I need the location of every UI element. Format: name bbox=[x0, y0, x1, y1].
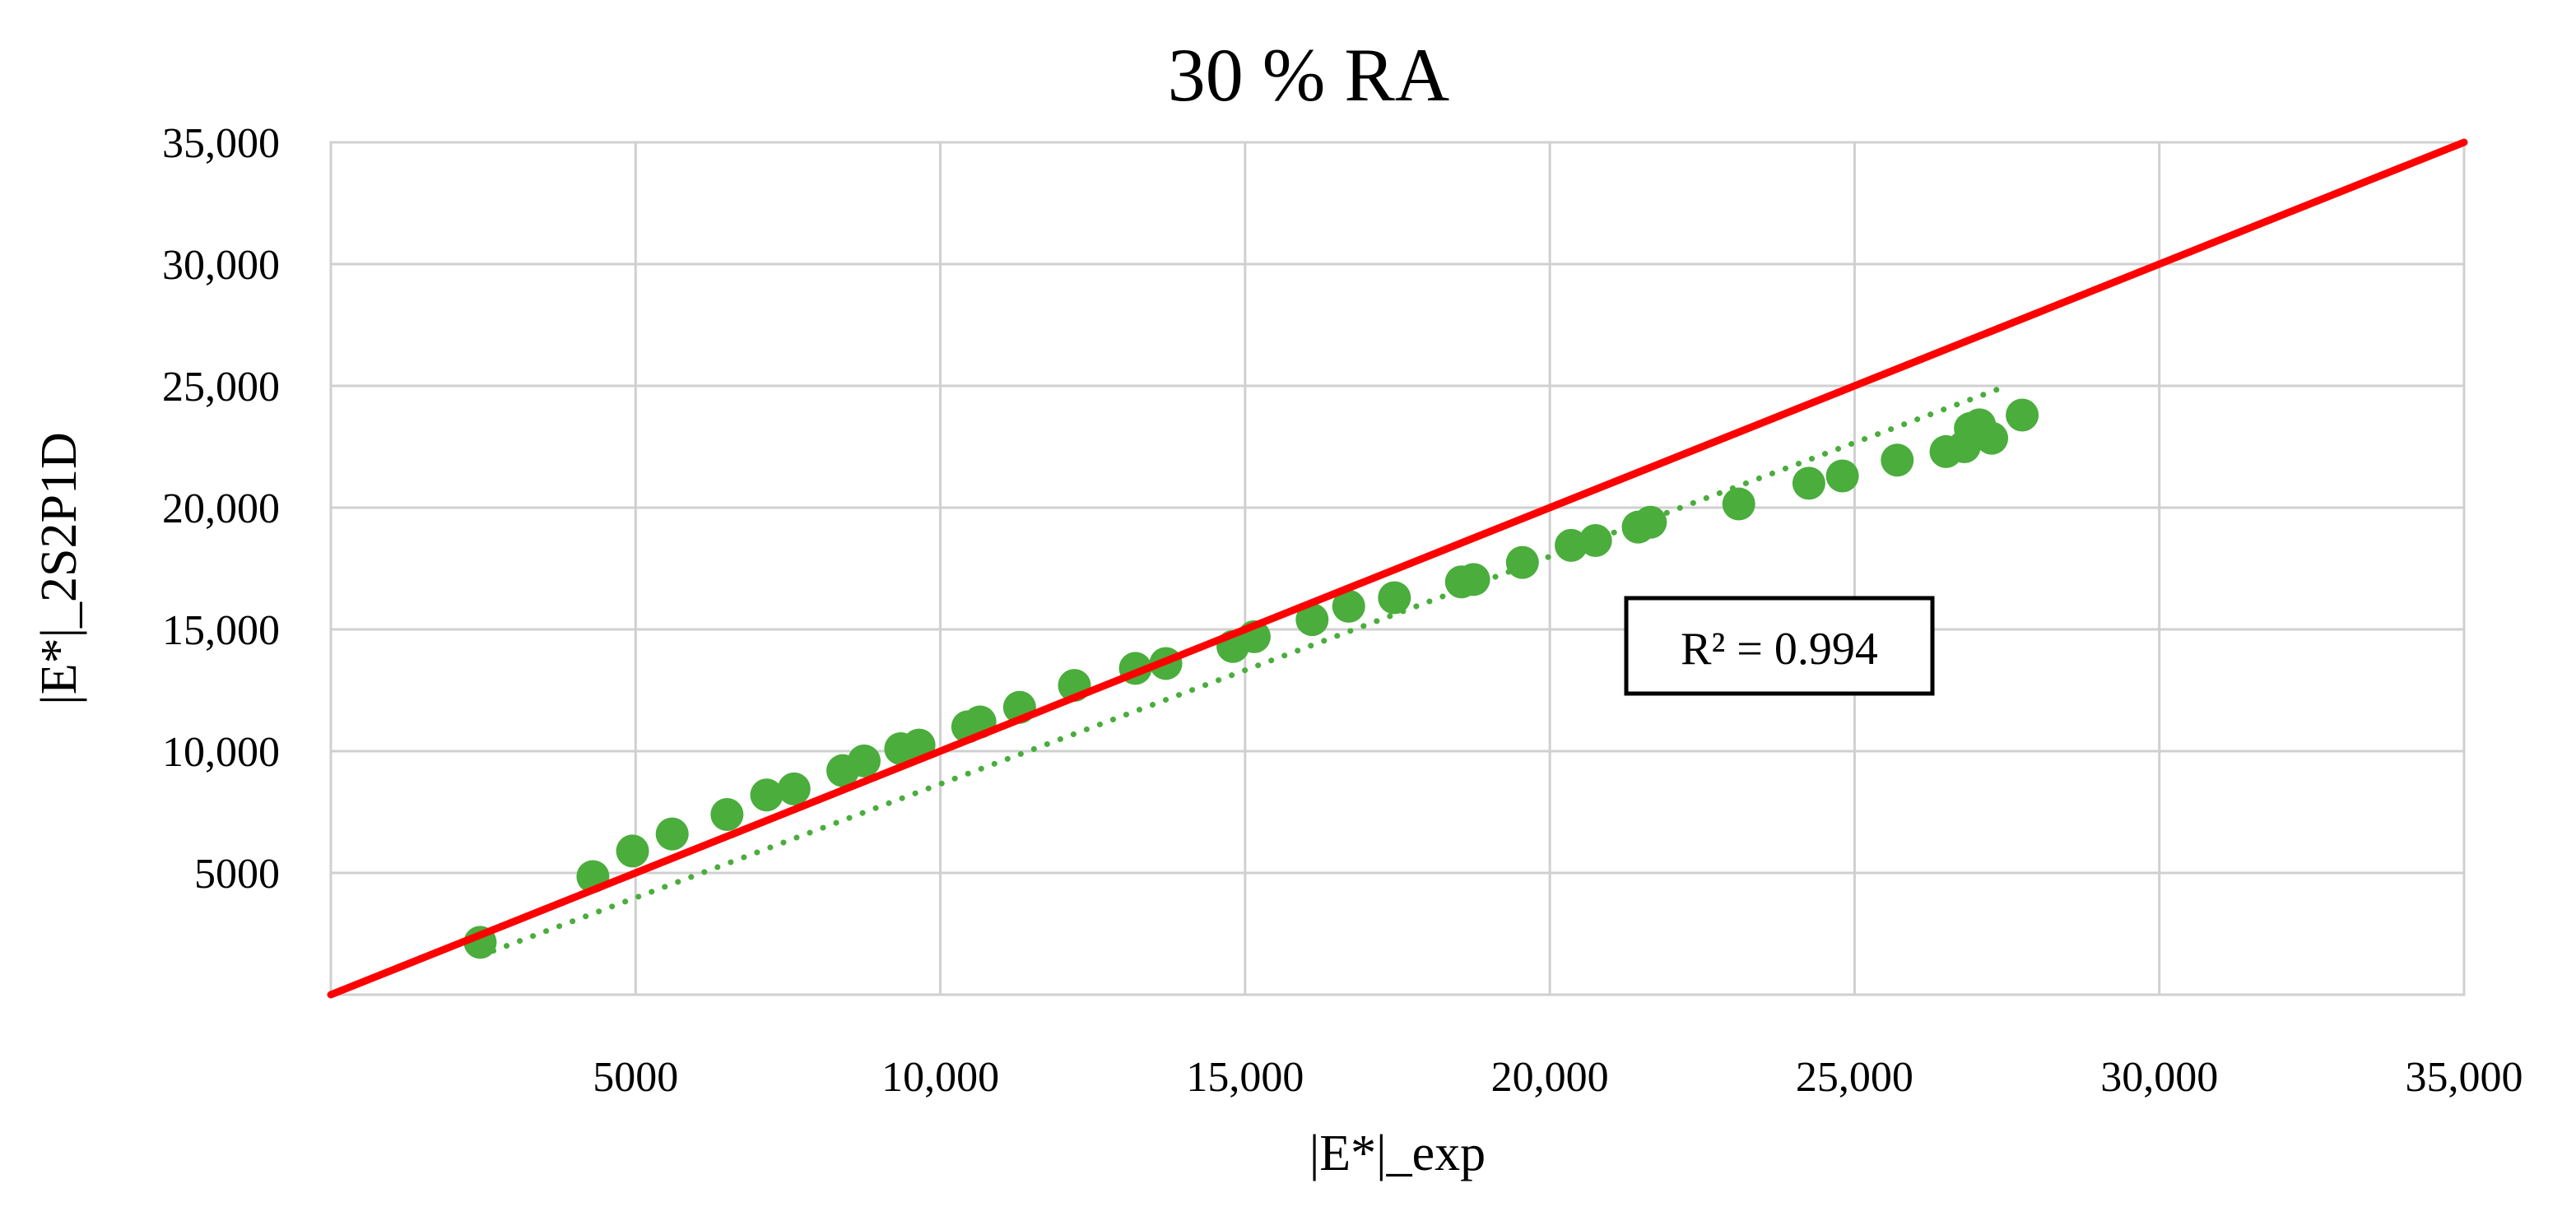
data-point bbox=[1634, 505, 1667, 539]
data-point bbox=[1457, 563, 1490, 596]
x-tick-label: 20,000 bbox=[1491, 1054, 1609, 1101]
x-tick-label: 25,000 bbox=[1796, 1054, 1913, 1101]
x-axis-label: |E*|_exp bbox=[1309, 1125, 1486, 1181]
y-tick-label: 10,000 bbox=[162, 729, 280, 776]
r-squared-box bbox=[1624, 596, 1935, 696]
chart-title: 30 % RA bbox=[1168, 33, 1449, 117]
y-tick-label: 20,000 bbox=[162, 485, 280, 532]
x-tick-label: 15,000 bbox=[1186, 1054, 1304, 1101]
data-series bbox=[327, 138, 2468, 999]
data-point bbox=[1378, 581, 1411, 615]
data-point bbox=[1825, 459, 1859, 493]
x-tick-label: 30,000 bbox=[2100, 1054, 2218, 1101]
data-point bbox=[1579, 523, 1612, 557]
data-point bbox=[1792, 466, 1825, 500]
data-point bbox=[710, 797, 744, 831]
data-point bbox=[1881, 443, 1914, 477]
y-tick-label: 30,000 bbox=[162, 242, 280, 289]
x-tick-label: 5000 bbox=[593, 1054, 678, 1101]
y-tick-label: 25,000 bbox=[162, 364, 280, 411]
axis-tick-labels: 5000 10,000 15,000 20,000 25,000 30,000 35,000… bbox=[162, 120, 2523, 1101]
y-tick-label: 15,000 bbox=[162, 607, 280, 654]
data-point bbox=[750, 778, 783, 812]
equality-line bbox=[327, 138, 2468, 999]
r-squared-annotation: R² = 0.994 bbox=[1624, 596, 1935, 696]
data-point bbox=[1505, 545, 1539, 579]
data-point bbox=[1295, 603, 1329, 637]
y-tick-label: 5000 bbox=[194, 851, 280, 898]
trendline bbox=[477, 383, 2011, 959]
data-point bbox=[2006, 398, 2039, 432]
data-point bbox=[848, 744, 881, 777]
data-point bbox=[1722, 487, 1755, 521]
data-point bbox=[1332, 589, 1365, 623]
data-point bbox=[655, 817, 689, 851]
r-squared-label: R² = 0.994 bbox=[1681, 624, 1878, 675]
data-point bbox=[777, 772, 811, 805]
plot-area-border bbox=[329, 141, 2466, 996]
y-axis-label: |E*|_2S2P1D bbox=[31, 432, 87, 704]
data-point bbox=[1975, 421, 2009, 455]
x-tick-label: 10,000 bbox=[881, 1054, 999, 1101]
y-tick-label: 35,000 bbox=[162, 120, 280, 167]
data-point bbox=[1555, 528, 1588, 562]
x-tick-label: 35,000 bbox=[2406, 1054, 2523, 1101]
data-point bbox=[616, 834, 649, 868]
